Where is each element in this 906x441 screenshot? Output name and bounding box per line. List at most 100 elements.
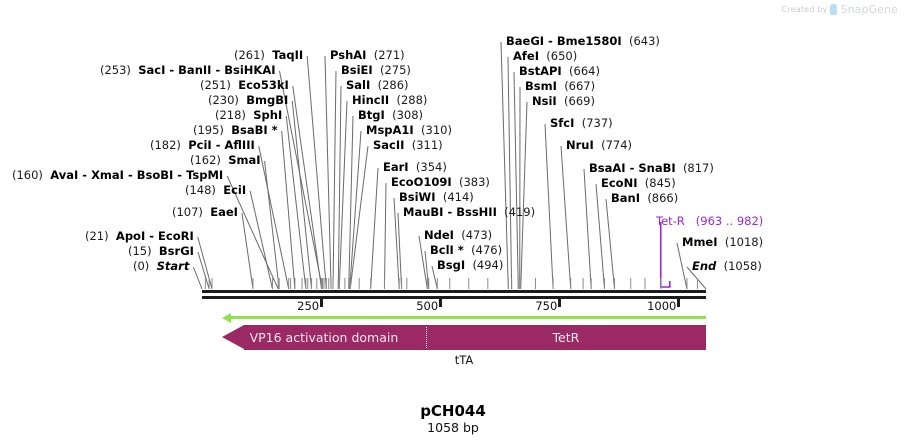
enzyme-label[interactable]: PshAI (271): [330, 49, 405, 62]
enzyme-label[interactable]: (195) BsaBI *: [193, 123, 278, 137]
ruler-line-top: [202, 290, 706, 293]
leader-line: [595, 183, 606, 290]
leader-line: [281, 130, 296, 290]
enzyme-label[interactable]: (261) TaqII: [234, 49, 303, 62]
enzyme-name: Start: [156, 259, 190, 273]
enzyme-label[interactable]: BtgI (308): [358, 109, 423, 122]
enzyme-name: AfeI: [513, 49, 539, 63]
enzyme-name: BanI: [611, 191, 640, 205]
enzyme-label[interactable]: MauBI - BssHII (419): [403, 205, 536, 219]
enzyme-name: SacI: [138, 63, 166, 77]
enzyme-label[interactable]: (162) SmaI: [190, 154, 261, 167]
watermark-created-by: Created by: [781, 5, 828, 14]
name-separator: -: [211, 138, 225, 152]
enzyme-label[interactable]: (0) Start: [133, 259, 190, 273]
ruler-tick-mark: [439, 299, 443, 307]
enzyme-label[interactable]: EcoO109I (383): [391, 176, 490, 189]
enzyme-label[interactable]: (218) SphI: [215, 109, 282, 122]
enzyme-position: (288): [396, 93, 428, 107]
leader-line: [338, 100, 348, 290]
enzyme-label[interactable]: MspA1I (310): [366, 123, 452, 137]
enzyme-label[interactable]: EcoNI (845): [601, 176, 676, 190]
enzyme-label[interactable]: AfeI (650): [513, 49, 578, 63]
enzyme-label[interactable]: BsiEI (275): [341, 64, 411, 77]
enzyme-label[interactable]: BsiWI (414): [399, 190, 474, 204]
enzyme-position: (1018): [724, 235, 764, 249]
watermark-brand: SnapGene: [840, 3, 898, 16]
enzyme-name: BsaBI *: [231, 123, 278, 137]
enzyme-label[interactable]: End (1058): [692, 259, 762, 273]
leader-line: [306, 55, 327, 290]
leader-line: [605, 198, 616, 290]
enzyme-label[interactable]: BstAPI (664): [519, 65, 600, 78]
enzyme-label[interactable]: (251) Eco53kI: [200, 79, 289, 92]
ruler-tick-label: 250: [297, 299, 320, 313]
feature-label-tet-r[interactable]: Tet-R (963 .. 982): [656, 215, 763, 228]
ruler-tick-label: 500: [416, 299, 439, 313]
enzyme-position: (160): [12, 168, 43, 182]
name-separator: -: [165, 63, 179, 77]
enzyme-label[interactable]: EarI (354): [383, 161, 447, 174]
name-separator: -: [173, 168, 187, 182]
ruler-tick-label: 1000: [647, 299, 677, 313]
enzyme-label[interactable]: NsiI (669): [532, 94, 595, 108]
enzyme-name: MspA1I: [366, 123, 414, 137]
leader-line: [383, 182, 387, 290]
enzyme-name: XmaI: [91, 168, 124, 182]
plasmid-name: pCH044: [420, 402, 486, 420]
enzyme-label[interactable]: (230) BmgBI: [208, 94, 288, 107]
enzyme-label[interactable]: BanI (866): [611, 191, 678, 205]
enzyme-position: (845): [644, 176, 676, 190]
enzyme-label[interactable]: MmeI (1018): [682, 235, 764, 249]
ruler-tick-label: 750: [535, 299, 558, 313]
enzyme-label[interactable]: NruI (774): [566, 139, 632, 152]
enzyme-label[interactable]: (160) AvaI - XmaI - BsoBI - TspMI: [12, 168, 224, 182]
leader-line: [348, 115, 354, 290]
leader-line: [241, 212, 254, 290]
enzyme-label[interactable]: BaeGI - Bme1580I (643): [506, 34, 660, 48]
enzyme-name: PciI: [188, 138, 212, 152]
enzyme-label[interactable]: BclI * (476): [430, 244, 502, 257]
enzyme-label[interactable]: SacII (311): [373, 139, 443, 152]
enzyme-position: (0): [133, 259, 150, 273]
enzyme-name: ApoI: [115, 229, 146, 243]
cds-domain-divider: [425, 327, 428, 348]
leader-line: [507, 56, 513, 290]
enzyme-name: NsiI: [532, 94, 557, 108]
enzyme-position: (817): [682, 161, 714, 175]
enzyme-name: BsiWI: [399, 190, 436, 204]
enzyme-label[interactable]: SfcI (737): [550, 116, 613, 130]
enzyme-position: (1058): [723, 259, 762, 273]
enzyme-label[interactable]: (21) ApoI - EcoRI: [85, 229, 194, 243]
name-separator: -: [443, 205, 457, 219]
enzyme-label[interactable]: BsgI (494): [437, 258, 503, 272]
enzyme-position: (253): [100, 63, 131, 77]
enzyme-name: NdeI: [424, 228, 454, 242]
cds-arrow-head: [222, 325, 244, 349]
enzyme-label[interactable]: NdeI (473): [424, 228, 492, 242]
leader-line: [560, 145, 572, 290]
enzyme-label[interactable]: (253) SacI - BanII - BsiHKAI: [100, 63, 276, 77]
enzyme-position: (737): [581, 116, 613, 130]
enzyme-label[interactable]: BsaAI - SnaBI (817): [589, 161, 714, 175]
enzyme-label[interactable]: BsmI (667): [525, 80, 595, 93]
enzyme-name: BsgI: [437, 258, 466, 272]
enzyme-position: (182): [150, 138, 181, 152]
enzyme-label[interactable]: HincII (288): [352, 93, 428, 107]
enzyme-label[interactable]: SalI (286): [346, 79, 409, 92]
enzyme-name: SfcI: [550, 116, 575, 130]
enzyme-label[interactable]: (15) BsrGI: [128, 244, 194, 258]
enzyme-name: BaeGI: [506, 34, 545, 48]
enzyme-label[interactable]: (107) EaeI: [172, 206, 238, 219]
enzyme-position: (15): [128, 244, 152, 258]
leader-line: [332, 70, 337, 290]
enzyme-name: TspMI: [186, 168, 224, 182]
cds-domain-label: VP16 activation domain: [249, 330, 399, 345]
enzyme-position: (650): [546, 49, 578, 63]
enzyme-name: MmeI: [682, 235, 718, 249]
enzyme-label[interactable]: (182) PciI - AflIII: [150, 138, 255, 152]
enzyme-label[interactable]: (148) EciI: [185, 184, 246, 197]
enzyme-position: (419): [504, 205, 536, 219]
snapgene-logo-icon: [830, 4, 838, 15]
name-separator: -: [78, 168, 92, 182]
